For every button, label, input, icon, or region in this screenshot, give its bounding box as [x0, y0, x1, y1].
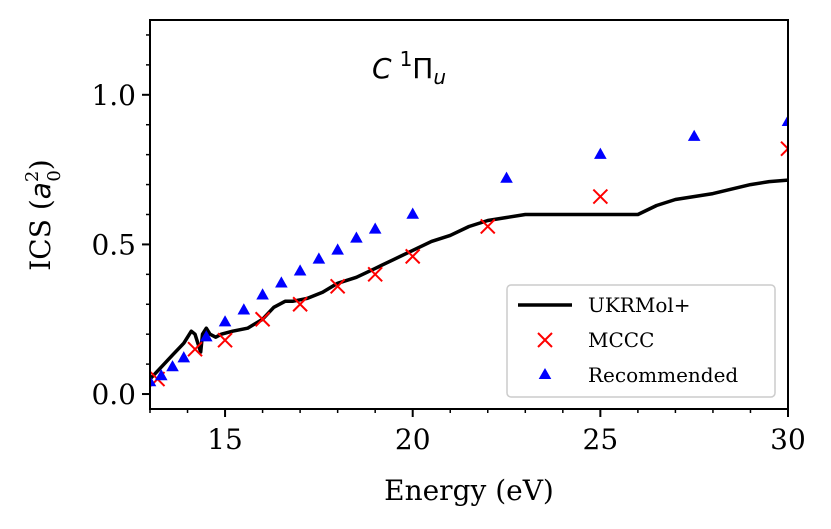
x-tick-label: 20 — [395, 423, 431, 456]
legend-label-mccc: MCCC — [588, 328, 654, 352]
legend-label-recommended: Recommended — [588, 363, 738, 387]
annotation-symbol: Π — [412, 52, 433, 85]
recommended-point — [275, 276, 288, 288]
legend-box — [506, 284, 776, 398]
recommended-point — [312, 252, 326, 264]
recommended-point — [781, 114, 788, 126]
recommended-point — [218, 315, 232, 327]
plot-area — [150, 114, 788, 387]
mccc-point — [217, 332, 233, 348]
legend-swatch-recommended — [538, 368, 552, 379]
mccc-point — [254, 311, 271, 327]
x-tick-label: 15 — [207, 423, 243, 456]
recommended-point — [150, 375, 157, 387]
y-tick-label: 0.0 — [91, 378, 136, 411]
recommended-point — [687, 129, 701, 141]
recommended-point — [500, 171, 513, 183]
x-axis-label: Energy (eV) — [384, 474, 554, 507]
recommended-point — [594, 147, 607, 159]
plot-frame — [149, 19, 789, 410]
legend-swatch-mccc — [537, 332, 553, 348]
legend: UKRMol+ MCCC Recommended — [506, 284, 776, 398]
series-line-ukrmol — [150, 178, 788, 381]
y-axis-label: ICS (a20) — [22, 159, 65, 271]
recommended-point — [331, 243, 344, 255]
annotation-sub: u — [433, 65, 446, 89]
y-axis-label-sub: 0 — [44, 170, 65, 181]
legend-swatches — [518, 303, 572, 379]
recommended-point — [166, 360, 179, 372]
y-axis-label-prefix: ICS ( — [24, 199, 57, 271]
y-tick-label: 0.5 — [91, 228, 136, 261]
mccc-point — [367, 266, 383, 283]
mccc-point — [329, 278, 346, 295]
y-axis-label-base: a — [24, 182, 57, 199]
recommended-point — [368, 222, 382, 234]
x-tick-label: 30 — [770, 423, 806, 456]
mccc-point — [292, 296, 308, 312]
state-annotation: C 1Πu — [372, 47, 446, 89]
x-tick-label: 25 — [583, 423, 619, 456]
mccc-point — [404, 248, 421, 265]
recommended-point — [177, 351, 191, 363]
mccc-point — [592, 188, 609, 205]
y-tick-label: 1.0 — [91, 79, 136, 112]
recommended-point — [293, 264, 307, 276]
annotation-sup: 1 — [400, 47, 413, 71]
recommended-point — [350, 231, 363, 243]
tick-labels: 15 20 25 30 0.0 0.5 1.0 — [91, 79, 805, 456]
mccc-point — [780, 140, 788, 157]
y-axis-label-sup: 2 — [22, 171, 43, 182]
recommended-point — [199, 330, 213, 342]
recommended-point — [406, 207, 420, 219]
mccc-point — [480, 218, 496, 235]
y-axis-label-suffix: ) — [24, 159, 57, 170]
recommended-point — [256, 288, 269, 300]
annotation-base: C — [372, 52, 392, 85]
legend-label-ukrmol: UKRMol+ — [588, 293, 691, 317]
recommended-point — [154, 369, 168, 381]
recommended-point — [237, 303, 251, 315]
mccc-point — [187, 341, 203, 357]
